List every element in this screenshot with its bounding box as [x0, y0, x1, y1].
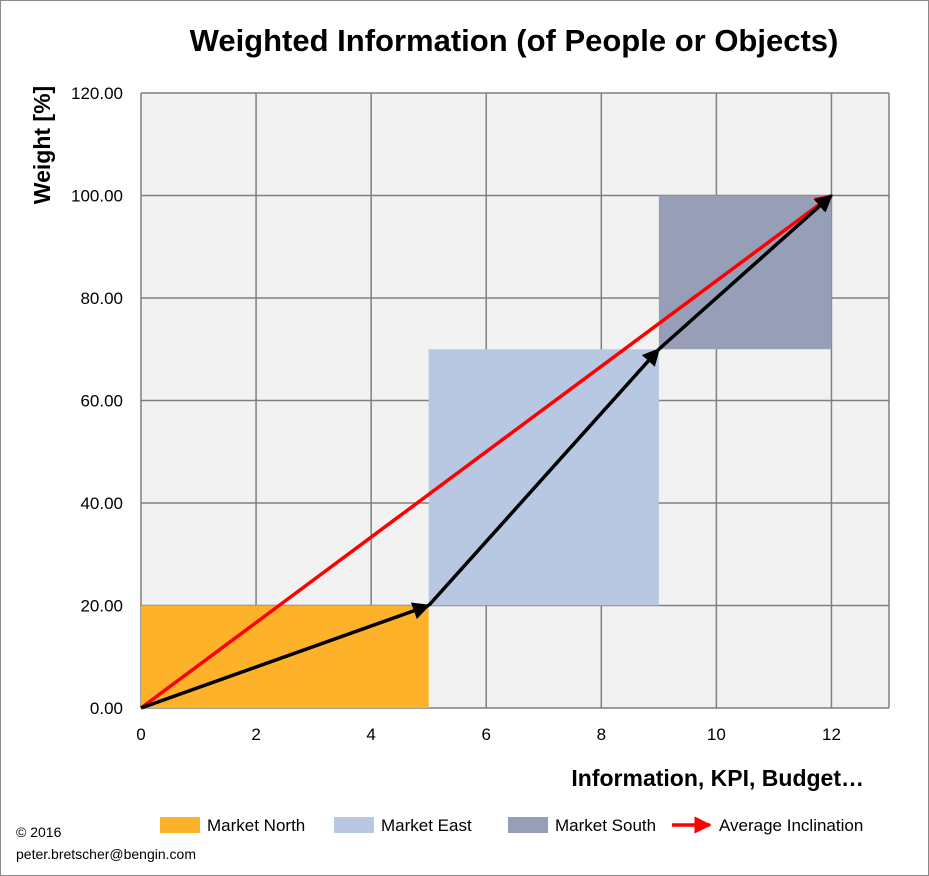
y-tick-label: 60.00: [80, 392, 123, 411]
legend-label-market-south: Market South: [555, 816, 656, 835]
y-tick-label: 0.00: [90, 699, 123, 718]
x-tick-label: 10: [707, 725, 726, 744]
y-axis-title: Weight [%]: [29, 86, 55, 204]
x-tick-label: 4: [366, 725, 375, 744]
legend-label-average-inclination: Average Inclination: [719, 816, 863, 835]
y-tick-label: 20.00: [80, 597, 123, 616]
x-tick-label: 12: [822, 725, 841, 744]
legend-swatch-market-east: [334, 817, 374, 833]
legend-swatch-market-north: [160, 817, 200, 833]
y-tick-label: 100.00: [71, 187, 123, 206]
legend-label-market-north: Market North: [207, 816, 305, 835]
legend-label-market-east: Market East: [381, 816, 472, 835]
copyright-text: © 2016: [16, 824, 62, 840]
x-tick-label: 8: [597, 725, 606, 744]
x-axis-title: Information, KPI, Budget…: [571, 765, 864, 791]
average-inclination-arrow: [139, 194, 833, 710]
arrow-series: [139, 194, 833, 710]
tick-labels: 0 2 4 6 8 10 120.0020.0040.0060.0080.00100.001…: [71, 84, 841, 744]
path-arrow-2: [427, 347, 661, 607]
path-arrow-1: [140, 602, 431, 710]
x-tick-label: 2: [251, 725, 260, 744]
path-arrow-3: [657, 194, 833, 351]
y-tick-label: 40.00: [80, 494, 123, 513]
email-text: peter.bretscher@bengin.com: [16, 846, 196, 862]
chart-title: Weighted Information (of People or Objec…: [190, 23, 839, 58]
legend-swatch-market-south: [508, 817, 548, 833]
y-tick-label: 120.00: [71, 84, 123, 103]
x-tick-label: 0: [136, 725, 145, 744]
x-tick-label: 6: [481, 725, 490, 744]
legend: Market North Market East Market South Avera…: [160, 816, 863, 835]
y-tick-label: 80.00: [80, 289, 123, 308]
